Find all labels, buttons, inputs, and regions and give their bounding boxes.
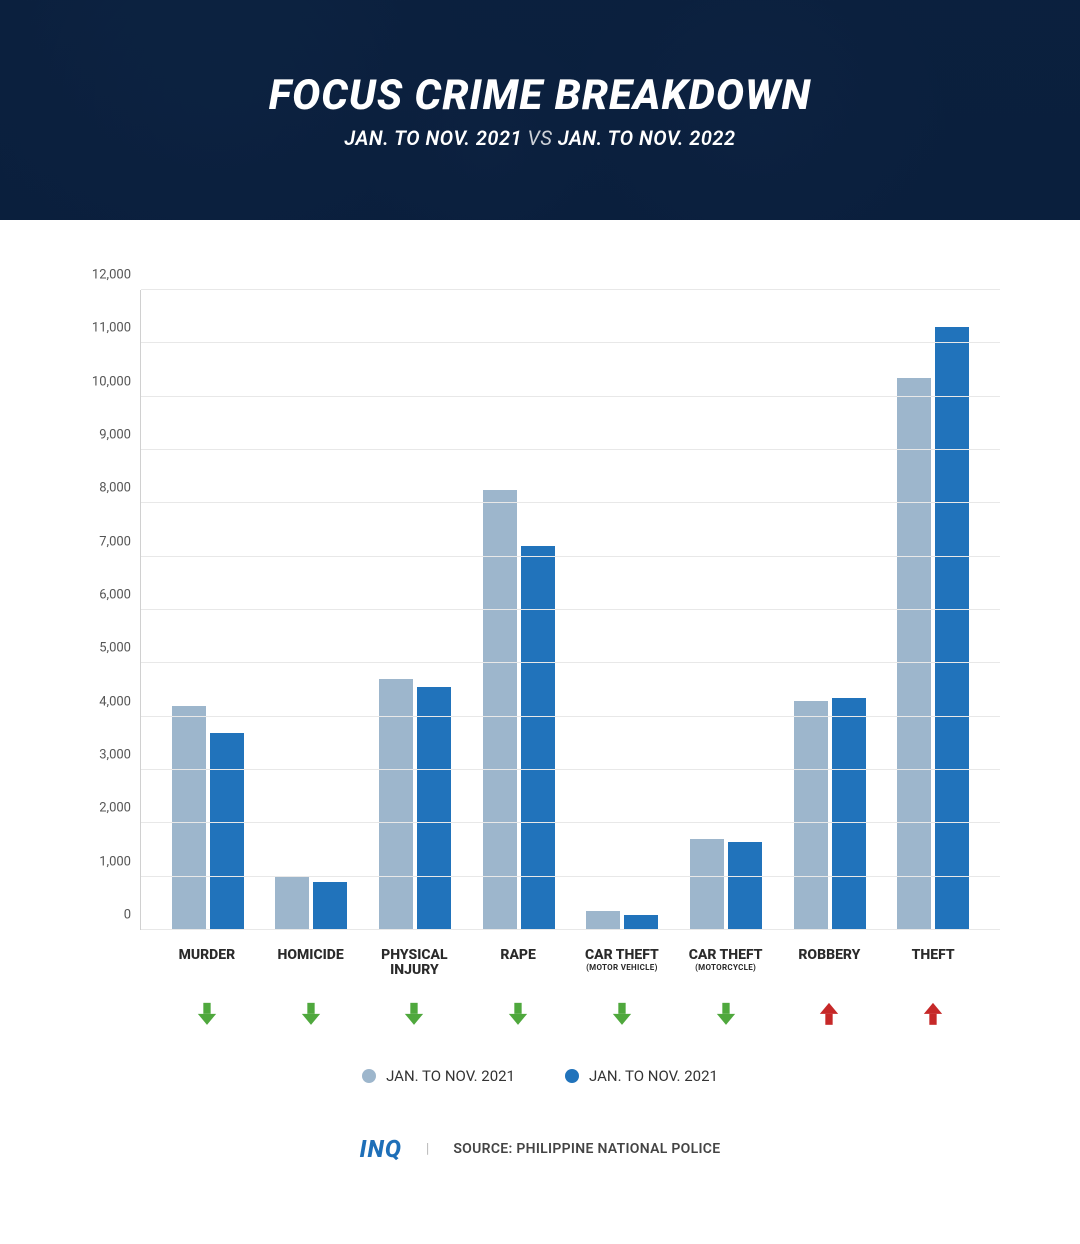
subtitle-period-b: JAN. TO NOV. 2022 — [558, 126, 736, 150]
trend-arrow-cell — [363, 1001, 467, 1027]
arrow-down-icon — [300, 1001, 322, 1027]
bar-series-2 — [728, 842, 762, 930]
trend-arrow-cell — [570, 1001, 674, 1027]
bar-series-2 — [417, 687, 451, 930]
x-axis-label: THEFT — [881, 948, 985, 979]
bar-series-1 — [172, 706, 206, 930]
y-tick-label: 7,000 — [99, 534, 141, 549]
gridline — [141, 396, 1000, 397]
bar-series-1 — [379, 679, 413, 930]
y-tick-label: 0 — [124, 908, 141, 923]
legend-swatch-icon — [565, 1069, 579, 1083]
legend: JAN. TO NOV. 2021 JAN. TO NOV. 2021 — [0, 1067, 1080, 1085]
arrow-up-icon — [922, 1001, 944, 1027]
legend-item: JAN. TO NOV. 2021 — [565, 1067, 718, 1085]
y-tick-label: 2,000 — [99, 801, 141, 816]
bar-group — [363, 290, 467, 930]
gridline — [141, 609, 1000, 610]
y-tick-label: 8,000 — [99, 481, 141, 496]
x-axis-label: RAPE — [466, 948, 570, 979]
legend-label: JAN. TO NOV. 2021 — [386, 1067, 515, 1085]
bar-group — [156, 290, 260, 930]
bar-series-2 — [832, 698, 866, 930]
y-tick-label: 10,000 — [92, 374, 141, 389]
legend-swatch-icon — [362, 1069, 376, 1083]
x-axis-labels: MURDERHOMICIDEPHYSICAL INJURYRAPECAR THE… — [140, 930, 1000, 979]
x-axis-label: CAR THEFT(MOTORCYCLE) — [674, 948, 778, 979]
bar-series-2 — [313, 882, 347, 930]
x-axis-sublabel: (MOTOR VEHICLE) — [570, 964, 674, 973]
footer-separator: | — [426, 1141, 429, 1157]
gridline — [141, 342, 1000, 343]
gridline — [141, 556, 1000, 557]
trend-arrows-row — [140, 979, 1000, 1027]
gridline — [141, 822, 1000, 823]
header-banner: FOCUS CRIME BREAKDOWN JAN. TO NOV. 2021 … — [0, 0, 1080, 220]
bar-series-2 — [521, 546, 555, 930]
subtitle-period-a: JAN. TO NOV. 2021 — [344, 126, 522, 150]
bar-series-1 — [586, 911, 620, 930]
chart-container: 0 1,000 2,000 3,000 4,000 5,000 6,000 7,000 8,00… — [0, 220, 1080, 1027]
arrow-up-icon — [818, 1001, 840, 1027]
bar-group — [467, 290, 571, 930]
bar-group — [674, 290, 778, 930]
bar-group — [571, 290, 675, 930]
trend-arrow-cell — [155, 1001, 259, 1027]
y-tick-label: 9,000 — [99, 428, 141, 443]
trend-arrow-cell — [466, 1001, 570, 1027]
trend-arrow-cell — [259, 1001, 363, 1027]
trend-arrow-cell — [674, 1001, 778, 1027]
source-label: SOURCE: PHILIPPINE NATIONAL POLICE — [453, 1141, 720, 1157]
bar-series-1 — [690, 839, 724, 930]
x-axis-label: MURDER — [155, 948, 259, 979]
x-axis-label: HOMICIDE — [259, 948, 363, 979]
bar-series-1 — [897, 378, 931, 930]
y-tick-label: 4,000 — [99, 694, 141, 709]
bar-series-1 — [794, 701, 828, 930]
x-axis-sublabel: (MOTORCYCLE) — [674, 964, 778, 973]
legend-label: JAN. TO NOV. 2021 — [589, 1067, 718, 1085]
arrow-down-icon — [403, 1001, 425, 1027]
y-tick-label: 6,000 — [99, 588, 141, 603]
gridline — [141, 449, 1000, 450]
chart-plot-area: 01,0002,0003,0004,0005,0006,0007,0008,00… — [140, 290, 1000, 930]
publisher-logo: INQ — [360, 1135, 402, 1163]
footer: INQ | SOURCE: PHILIPPINE NATIONAL POLICE — [0, 1135, 1080, 1163]
gridline — [141, 929, 1000, 930]
gridline — [141, 289, 1000, 290]
bar-group — [881, 290, 985, 930]
page-subtitle: JAN. TO NOV. 2021 VS JAN. TO NOV. 2022 — [344, 126, 735, 150]
gridline — [141, 769, 1000, 770]
arrow-down-icon — [611, 1001, 633, 1027]
gridline — [141, 662, 1000, 663]
bar-series-2 — [210, 733, 244, 930]
subtitle-vs: VS — [528, 126, 553, 150]
x-axis-label: ROBBERY — [778, 948, 882, 979]
page-title: FOCUS CRIME BREAKDOWN — [269, 71, 811, 120]
arrow-down-icon — [507, 1001, 529, 1027]
bar-groups — [141, 290, 1000, 930]
arrow-down-icon — [715, 1001, 737, 1027]
legend-item: JAN. TO NOV. 2021 — [362, 1067, 515, 1085]
x-axis-label: PHYSICAL INJURY — [363, 948, 467, 979]
trend-arrow-cell — [881, 1001, 985, 1027]
y-tick-label: 3,000 — [99, 748, 141, 763]
y-tick-label: 12,000 — [92, 268, 141, 283]
x-axis-label: CAR THEFT(MOTOR VEHICLE) — [570, 948, 674, 979]
bar-series-1 — [275, 877, 309, 930]
y-tick-label: 1,000 — [99, 854, 141, 869]
gridline — [141, 502, 1000, 503]
arrow-down-icon — [196, 1001, 218, 1027]
trend-arrow-cell — [778, 1001, 882, 1027]
bar-group — [260, 290, 364, 930]
bar-series-2 — [935, 327, 969, 930]
y-tick-label: 11,000 — [92, 321, 141, 336]
gridline — [141, 876, 1000, 877]
bar-group — [778, 290, 882, 930]
bar-series-2 — [624, 915, 658, 930]
gridline — [141, 716, 1000, 717]
y-tick-label: 5,000 — [99, 641, 141, 656]
